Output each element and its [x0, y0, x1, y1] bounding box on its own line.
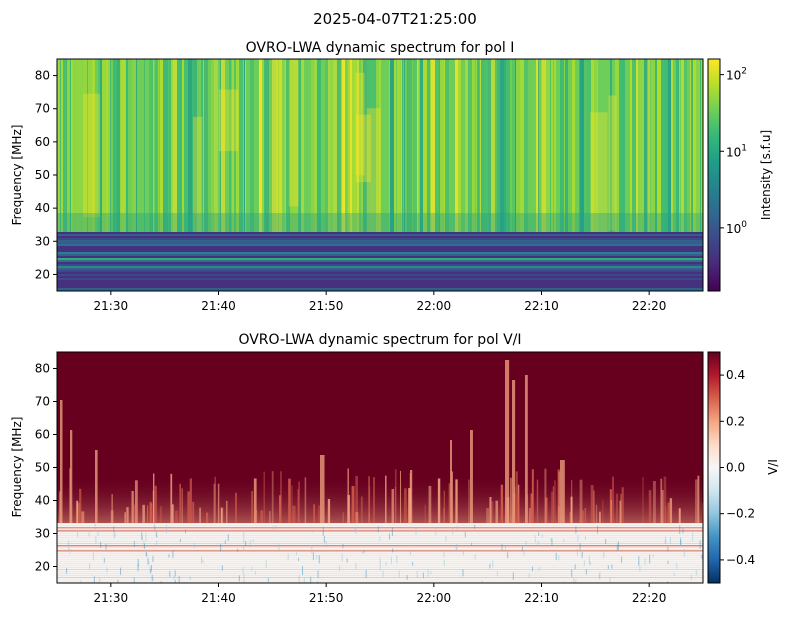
- vi-burst-features: [57, 360, 703, 523]
- vi-x-tick-label: 21:30: [94, 591, 129, 605]
- vi-colorbar: −0.4 −0.2 0.0 0.2 0.4 V/I: [707, 351, 780, 584]
- intensity-y-tick-label: 70: [35, 102, 50, 116]
- vi-colorbar-ticks: −0.4 −0.2 0.0 0.2 0.4: [720, 368, 755, 567]
- vi-x-tick-label: 21:40: [201, 591, 236, 605]
- intensity-heatmap: [57, 59, 703, 291]
- vi-x-ticks: 21:30 21:40 21:50 22:00 22:10 22:20: [94, 583, 667, 605]
- vi-colorbar-tick-label: −0.4: [726, 553, 755, 567]
- intensity-y-tick-label: 80: [35, 69, 50, 83]
- intensity-y-tick-label: 30: [35, 234, 50, 248]
- vi-heatmap: [57, 352, 703, 583]
- intensity-y-ticks: 20 30 40 50 60 70 80: [35, 69, 57, 281]
- intensity-x-tick-label: 22:20: [632, 299, 667, 313]
- intensity-y-tick-label: 40: [35, 201, 50, 215]
- vi-colorbar-tick-label: 0.0: [726, 461, 745, 475]
- panel-vi: OVRO-LWA dynamic spectrum for pol V/I 21…: [10, 332, 780, 605]
- intensity-colorbar-ticks: 100 101 102: [720, 67, 747, 236]
- intensity-y-tick-label: 60: [35, 135, 50, 149]
- intensity-colorbar-tick-label: 101: [726, 143, 747, 159]
- vi-y-tick-label: 80: [35, 362, 50, 376]
- intensity-colorbar-tick-label: 100: [726, 220, 747, 236]
- vi-colorbar-tick-label: 0.4: [726, 368, 745, 382]
- panel-intensity: OVRO-LWA dynamic spectrum for pol I 21:3…: [10, 40, 773, 313]
- intensity-ylabel: Frequency [MHz]: [10, 125, 24, 226]
- vi-low-texture: [57, 523, 703, 583]
- intensity-low-texture: [57, 232, 703, 291]
- vi-y-tick-label: 40: [35, 494, 50, 508]
- figure-suptitle: 2025-04-07T21:25:00: [313, 10, 477, 28]
- intensity-x-tick-label: 21:30: [94, 299, 129, 313]
- intensity-y-tick-label: 50: [35, 168, 50, 182]
- vi-colorbar-label: V/I: [766, 459, 780, 475]
- vi-y-tick-label: 30: [35, 527, 50, 541]
- intensity-x-ticks: 21:30 21:40 21:50 22:00 22:10 22:20: [94, 291, 667, 313]
- vi-colorbar-tick-label: 0.2: [726, 414, 745, 428]
- intensity-colorbar-label: Intensity [s.f.u]: [759, 130, 773, 220]
- intensity-colorbar: 100 101 102 Intensity [s.f.u]: [707, 58, 773, 292]
- vi-x-tick-label: 22:10: [524, 591, 559, 605]
- vi-colorbar-fill: [707, 351, 721, 584]
- vi-y-tick-label: 60: [35, 428, 50, 442]
- vi-y-tick-label: 70: [35, 395, 50, 409]
- panel-intensity-title: OVRO-LWA dynamic spectrum for pol I: [246, 40, 515, 56]
- intensity-x-tick-label: 21:50: [309, 299, 344, 313]
- vi-x-tick-label: 22:00: [417, 591, 452, 605]
- intensity-y-tick-label: 20: [35, 267, 50, 281]
- vi-y-tick-label: 50: [35, 461, 50, 475]
- vi-ylabel: Frequency [MHz]: [10, 417, 24, 518]
- vi-x-tick-label: 22:20: [632, 591, 667, 605]
- intensity-high-texture: [57, 59, 703, 268]
- intensity-colorbar-fill: [707, 58, 721, 292]
- vi-colorbar-tick-label: −0.2: [726, 507, 755, 521]
- vi-y-tick-label: 20: [35, 560, 50, 574]
- intensity-x-tick-label: 21:40: [201, 299, 236, 313]
- vi-x-tick-label: 21:50: [309, 591, 344, 605]
- intensity-x-tick-label: 22:00: [417, 299, 452, 313]
- vi-y-ticks: 20 30 40 50 60 70 80: [35, 362, 57, 574]
- panel-vi-title: OVRO-LWA dynamic spectrum for pol V/I: [238, 332, 521, 348]
- intensity-colorbar-tick-label: 102: [726, 67, 747, 83]
- intensity-x-tick-label: 22:10: [524, 299, 559, 313]
